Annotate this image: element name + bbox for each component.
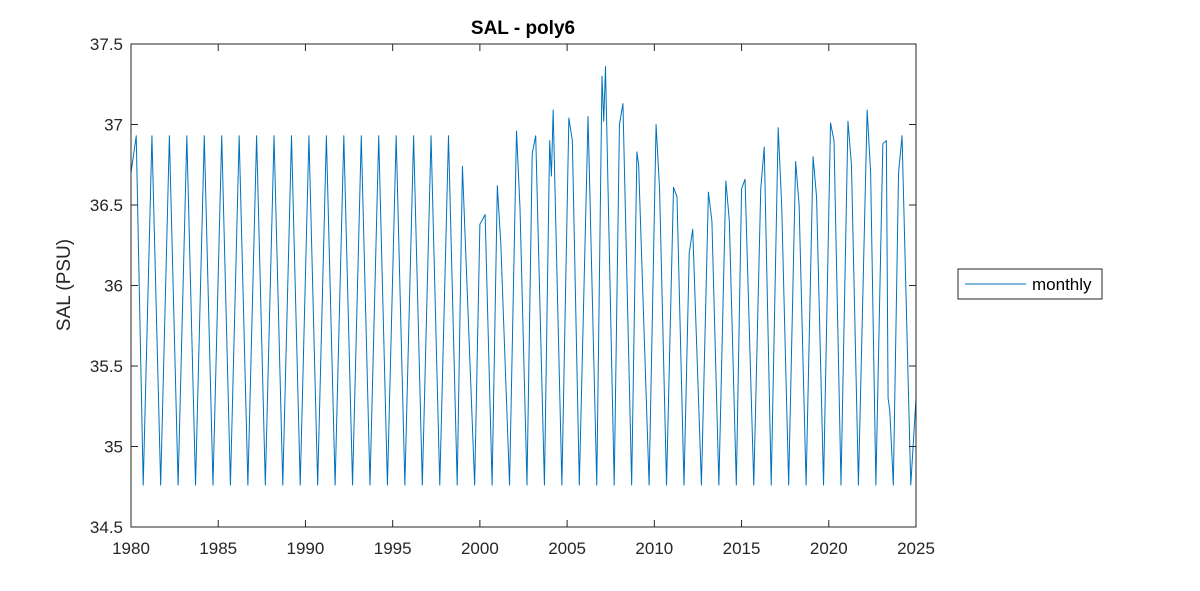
y-tick-label: 36.5 — [90, 196, 123, 215]
x-tick-label: 2015 — [723, 539, 761, 558]
y-tick-label: 34.5 — [90, 518, 123, 537]
legend: monthly — [957, 268, 1103, 300]
x-tick-label: 1980 — [112, 539, 150, 558]
y-tick-label: 35.5 — [90, 357, 123, 376]
x-tick-label: 2025 — [897, 539, 935, 558]
plot-area — [131, 44, 916, 527]
x-tick-label: 2020 — [810, 539, 848, 558]
y-tick-label: 36 — [104, 277, 123, 296]
x-tick-label: 2010 — [635, 539, 673, 558]
series-line-monthly — [130, 66, 917, 486]
legend-label-monthly: monthly — [1032, 275, 1092, 294]
y-tick-label: 37.5 — [90, 35, 123, 54]
chart-title: SAL - poly6 — [471, 18, 575, 39]
series-layer — [130, 66, 917, 486]
x-tick-label: 2005 — [548, 539, 586, 558]
y-axis: 34.5 35 35.5 36 36.5 37 37.5 — [90, 35, 916, 537]
x-tick-label: 1995 — [374, 539, 412, 558]
x-tick-label: 1985 — [199, 539, 237, 558]
x-axis: 1980 1985 1990 1995 2000 2005 2010 2015 2020 2025 — [112, 44, 935, 558]
y-axis-title: SAL (PSU) — [54, 239, 75, 331]
x-tick-label: 2000 — [461, 539, 499, 558]
y-tick-label: 37 — [104, 116, 123, 135]
x-tick-label: 1990 — [287, 539, 325, 558]
y-tick-label: 35 — [104, 438, 123, 457]
